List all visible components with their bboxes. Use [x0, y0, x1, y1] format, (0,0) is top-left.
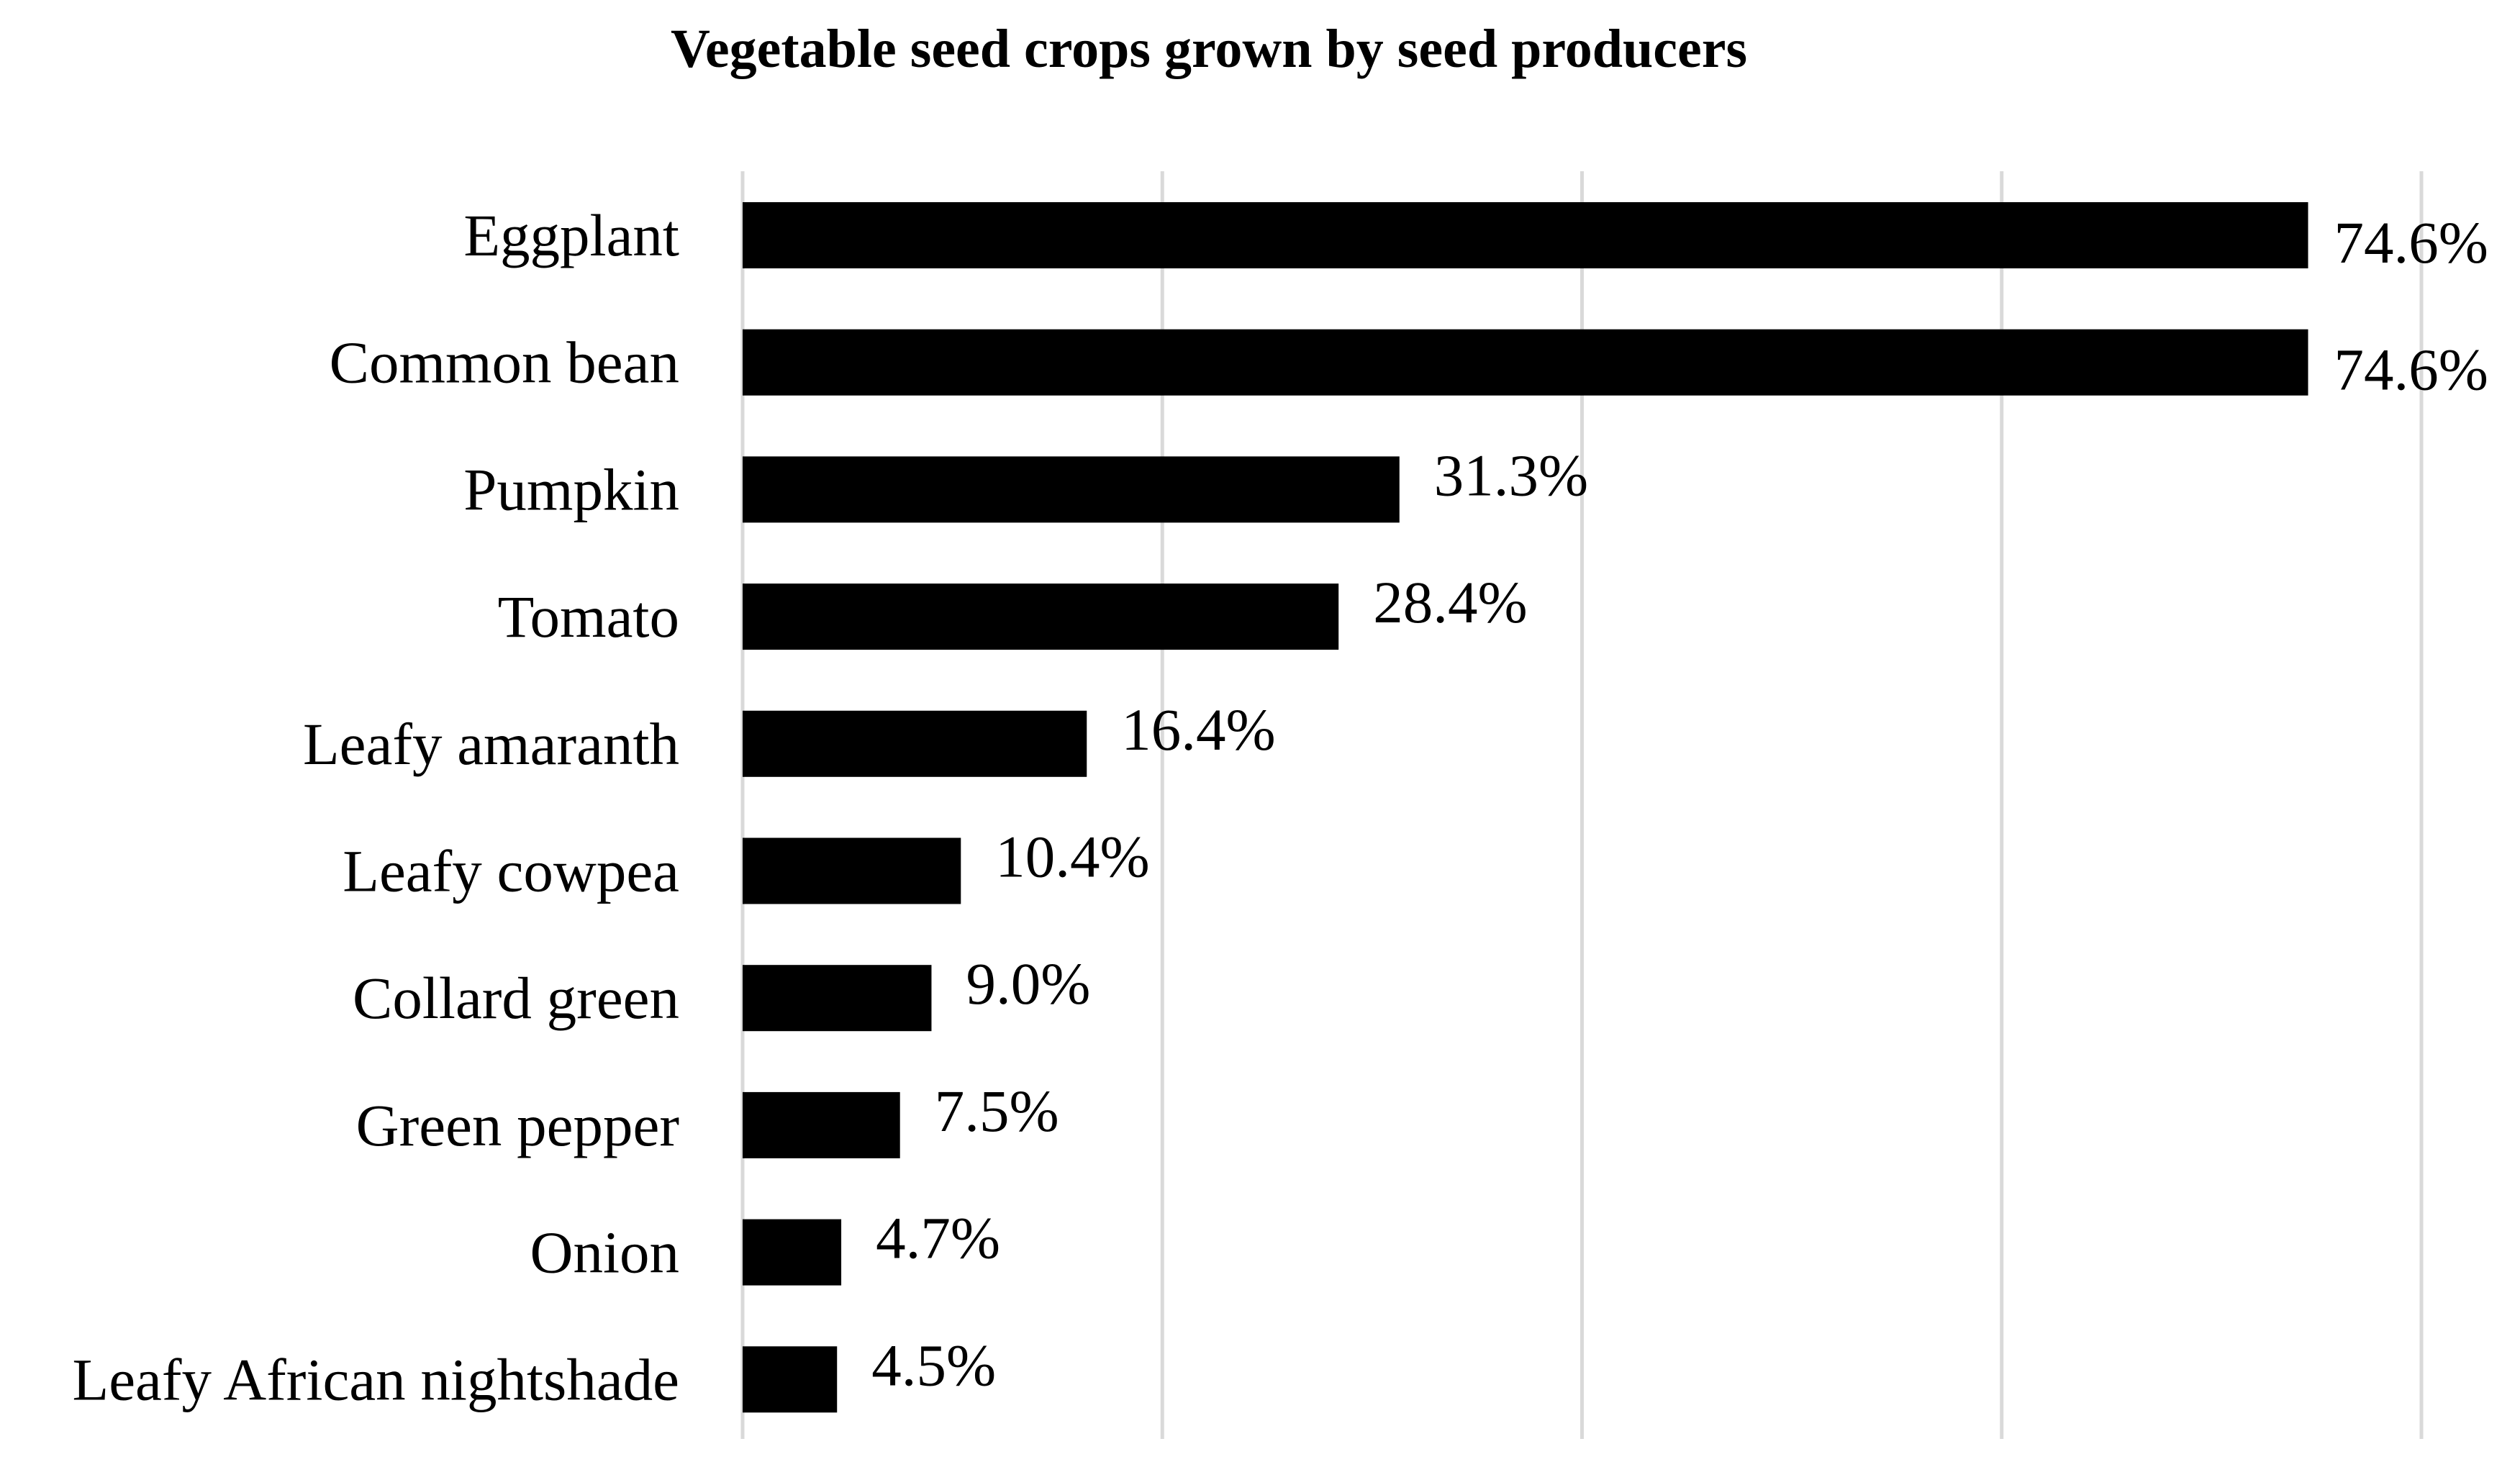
data-label: 16.4% — [1121, 696, 1275, 763]
bar — [743, 710, 1087, 777]
category-label: Tomato — [498, 583, 679, 650]
data-label: 10.4% — [995, 824, 1149, 890]
bars — [743, 202, 2308, 1413]
bar — [743, 837, 961, 904]
data-label: 28.4% — [1373, 569, 1527, 635]
bar — [743, 583, 1339, 650]
category-label: Collard green — [353, 965, 679, 1031]
data-label: 31.3% — [1434, 442, 1588, 508]
category-label: Leafy amaranth — [303, 711, 679, 777]
chart-title: Vegetable seed crops grown by seed produ… — [670, 19, 1748, 79]
data-label: 7.5% — [935, 1078, 1059, 1144]
bar — [743, 329, 2308, 396]
bar — [743, 202, 2308, 268]
category-label: Onion — [530, 1220, 680, 1286]
value-labels: 74.6% 74.6% 31.3% 28.4% 16.4% 10.4% 9.0% 7.5% 4.… — [871, 209, 2488, 1398]
data-label: 74.6% — [2334, 337, 2488, 403]
category-label: Leafy cowpea — [343, 838, 679, 904]
bar — [743, 456, 1400, 523]
category-label: Eggplant — [463, 202, 679, 268]
data-label: 4.7% — [876, 1205, 1000, 1271]
category-label: Green pepper — [356, 1092, 679, 1158]
category-label: Leafy African nightshade — [73, 1346, 680, 1412]
bar — [743, 1091, 900, 1158]
data-label: 4.5% — [871, 1332, 996, 1398]
category-label: Pumpkin — [463, 456, 679, 522]
bar — [743, 1219, 842, 1286]
data-label: 74.6% — [2334, 209, 2488, 276]
bar — [743, 1346, 838, 1413]
bar — [743, 965, 932, 1032]
category-label: Common bean — [330, 330, 679, 396]
category-labels: Eggplant Common bean Pumpkin Tomato Leafy am… — [73, 202, 680, 1412]
data-label: 9.0% — [966, 950, 1090, 1017]
